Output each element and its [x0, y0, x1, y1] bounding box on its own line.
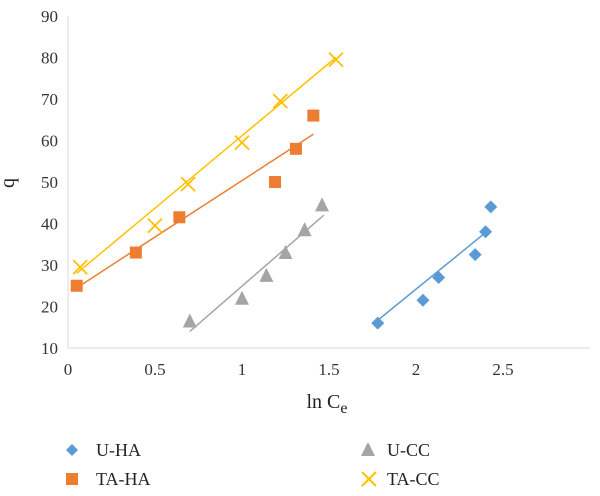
y-tick-label: 60 — [41, 132, 58, 151]
data-point-ta-cc — [272, 93, 288, 109]
x-tick-label: 1 — [238, 360, 247, 379]
legend-item-ta-cc: TA-CC — [361, 469, 440, 489]
axes: 10 20 30 40 50 60 70 80 90 0 0.5 1 1.5 2 2.5 — [41, 7, 590, 379]
data-point-u-cc — [235, 290, 249, 305]
y-tick-label: 90 — [41, 7, 58, 26]
data-point-u-ha — [432, 270, 446, 284]
legend-diamond-marker — [66, 444, 78, 456]
x-axis-title-sub: e — [340, 400, 347, 417]
data-point-u-ha — [416, 293, 430, 307]
data-point-ta-cc — [180, 176, 196, 192]
x-axis-title-main: ln C — [306, 391, 340, 413]
data-point-ta-cc — [328, 51, 344, 68]
legend-item-u-cc: U-CC — [361, 440, 430, 460]
data-point-u-cc — [297, 222, 312, 237]
y-tick-label: 10 — [41, 339, 58, 358]
trendline-u-ha — [373, 229, 490, 324]
x-tick-label: 1.5 — [318, 360, 339, 379]
data-point-ta-cc — [72, 259, 88, 275]
data-point-ta-ha — [70, 279, 83, 292]
x-tick-label: 2.5 — [492, 360, 513, 379]
legend-label-u-cc: U-CC — [387, 440, 430, 460]
data-point-u-ha — [484, 200, 498, 214]
legend-label-ta-ha: TA-HA — [96, 469, 151, 489]
x-axis-title: ln Ce — [306, 391, 347, 417]
y-tick-label: 20 — [41, 298, 58, 317]
legend: U-HA U-CC TA-HA TA-CC — [66, 440, 440, 489]
data-point-ta-ha — [307, 109, 320, 122]
data-point-ta-cc — [234, 134, 250, 151]
data-point-ta-ha — [173, 211, 186, 224]
y-tick-label: 70 — [41, 90, 58, 109]
data-point-u-cc — [278, 245, 293, 260]
data-point-u-ha — [371, 316, 385, 330]
legend-label-u-ha: U-HA — [96, 440, 141, 460]
data-point-u-cc — [182, 313, 197, 328]
y-tick-label: 80 — [41, 49, 58, 68]
x-tick-label: 2 — [412, 360, 421, 379]
data-point-u-cc — [259, 267, 274, 282]
data-point-u-ha — [479, 225, 493, 239]
data-point-ta-ha — [129, 246, 142, 259]
legend-triangle-marker — [361, 442, 375, 456]
data-point-ta-cc — [147, 217, 163, 234]
legend-item-u-ha: U-HA — [66, 440, 141, 460]
y-tick-label: 50 — [41, 173, 58, 192]
y-tick-label: 40 — [41, 215, 58, 234]
data-point-ta-ha — [289, 142, 302, 155]
legend-item-ta-ha: TA-HA — [66, 469, 151, 489]
data-point-u-cc — [315, 197, 330, 212]
legend-x-marker — [361, 471, 377, 487]
y-axis-title: q — [0, 178, 19, 188]
y-tick-label: 30 — [41, 256, 58, 275]
legend-square-marker — [66, 473, 78, 485]
legend-label-ta-cc: TA-CC — [387, 469, 440, 489]
data-point-u-ha — [468, 248, 482, 262]
markers — [70, 51, 498, 330]
x-tick-label: 0 — [64, 360, 73, 379]
data-point-ta-ha — [269, 176, 282, 188]
trendline-ta-ha — [76, 133, 314, 289]
x-tick-label: 0.5 — [144, 360, 165, 379]
trendline-ta-cc — [76, 56, 337, 274]
